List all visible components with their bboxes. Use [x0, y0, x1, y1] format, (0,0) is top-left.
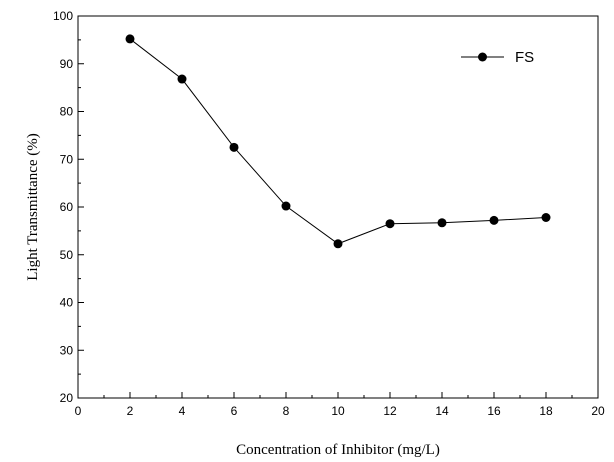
y-tick-label: 30 [60, 343, 74, 357]
legend-marker [478, 52, 487, 62]
y-tick-label: 100 [53, 9, 73, 23]
x-tick-label: 18 [539, 404, 553, 418]
data-point [541, 213, 551, 223]
y-tick-label: 60 [60, 200, 74, 214]
x-tick-label: 12 [383, 404, 397, 418]
x-tick-label: 8 [283, 404, 290, 418]
data-point [229, 142, 239, 152]
x-axis-title: Concentration of Inhibitor (mg/L) [236, 442, 440, 458]
data-point [333, 239, 343, 249]
x-tick-label: 16 [487, 404, 501, 418]
x-tick-label: 14 [435, 404, 449, 418]
data-point [177, 74, 187, 84]
x-tick-label: 6 [231, 404, 238, 418]
x-tick-label: 4 [179, 404, 186, 418]
legend-label-fs: FS [515, 49, 534, 66]
x-tick-label: 10 [331, 404, 345, 418]
data-point [385, 219, 395, 229]
x-tick-label: 0 [75, 404, 82, 418]
data-point [437, 218, 447, 228]
plot-frame [77, 15, 599, 399]
data-point [281, 201, 291, 211]
y-tick-label: 80 [60, 105, 74, 119]
y-tick-label: 90 [60, 57, 74, 71]
y-tick-label: 40 [60, 296, 74, 310]
legend: FS [461, 49, 534, 66]
x-axis-ticks: 0 2 4 6 8 10 12 14 16 18 20 [75, 392, 605, 418]
plot-border [77, 15, 599, 399]
y-tick-label: 70 [60, 152, 74, 166]
x-tick-label: 2 [127, 404, 134, 418]
y-axis-ticks: 20 30 40 50 60 70 80 90 100 [53, 9, 84, 405]
data-point [489, 215, 499, 225]
y-tick-label: 50 [60, 248, 74, 262]
x-tick-label: 20 [591, 404, 605, 418]
data-point [125, 34, 135, 44]
y-tick-label: 20 [60, 391, 74, 405]
series-line-fs [129, 38, 547, 245]
series-layer [125, 34, 551, 249]
y-axis-title: Light Transmittance (%) [25, 133, 41, 280]
